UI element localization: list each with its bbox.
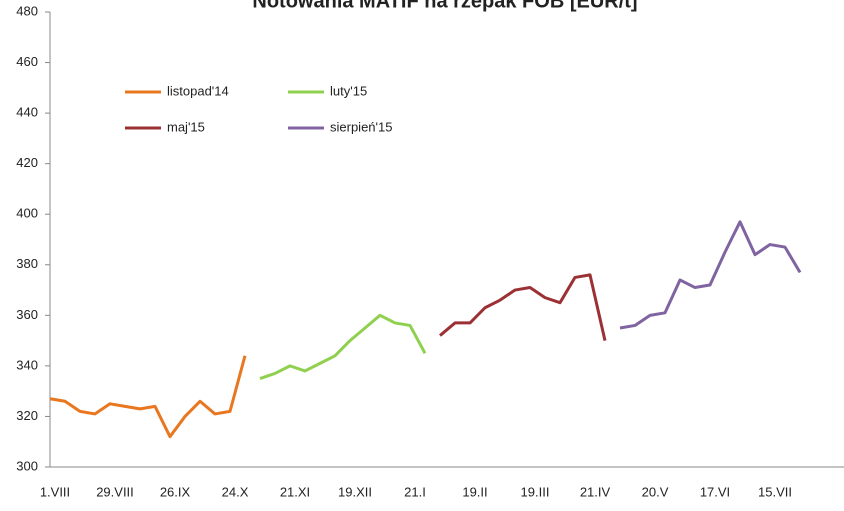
y-tick-label: 420 — [16, 155, 38, 170]
legend-label: maj'15 — [167, 119, 205, 134]
y-tick-label: 380 — [16, 256, 38, 271]
chart-title: Notowania MATIF na rzepak FOB [EUR/t] — [252, 0, 637, 12]
legend-label: luty'15 — [330, 83, 367, 98]
x-tick-label: 26.IX — [160, 484, 191, 499]
x-tick-label: 19.XII — [338, 484, 372, 499]
y-tick-label: 440 — [16, 105, 38, 120]
x-tick-label: 24.X — [222, 484, 249, 499]
y-tick-label: 320 — [16, 408, 38, 423]
legend-label: listopad'14 — [167, 83, 229, 98]
series-line — [619, 220, 802, 330]
x-tick-label: 21.I — [404, 484, 426, 499]
series-line — [259, 313, 427, 380]
x-tick-label: 21.XI — [280, 484, 310, 499]
y-tick-label: 480 — [16, 3, 38, 18]
y-tick-label: 400 — [16, 206, 38, 221]
x-tick-label: 17.VI — [700, 484, 730, 499]
series-line — [49, 355, 247, 439]
x-tick-label: 20.V — [642, 484, 669, 499]
x-tick-label: 19.II — [462, 484, 487, 499]
x-tick-label: 1.VIII — [40, 484, 70, 499]
x-tick-label: 19.III — [521, 484, 550, 499]
x-tick-label: 29.VIII — [96, 484, 134, 499]
x-tick-label: 15.VII — [758, 484, 792, 499]
y-tick-label: 360 — [16, 307, 38, 322]
x-tick-label: 21.IV — [580, 484, 611, 499]
legend-label: sierpień'15 — [330, 119, 392, 134]
y-tick-label: 340 — [16, 357, 38, 372]
y-tick-label: 300 — [16, 458, 38, 473]
y-tick-label: 460 — [16, 54, 38, 69]
series-line — [439, 273, 607, 341]
